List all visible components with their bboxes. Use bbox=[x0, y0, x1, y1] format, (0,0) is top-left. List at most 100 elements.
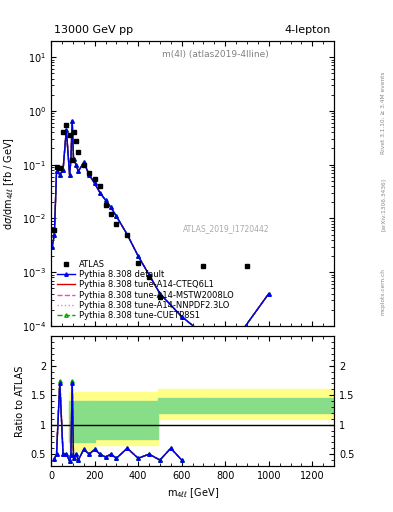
Pythia 8.308 tune-A14-NNPDF2.3LO bbox=[266, 290, 271, 296]
ATLAS bbox=[147, 274, 151, 281]
Pythia 8.308 tune-A14-NNPDF2.3LO bbox=[147, 271, 151, 278]
Pythia 8.308 default bbox=[81, 159, 86, 165]
Pythia 8.308 tune-CUETP8S1 bbox=[223, 351, 228, 357]
Pythia 8.308 default bbox=[108, 204, 113, 210]
Pythia 8.308 tune-A14-NNPDF2.3LO bbox=[136, 253, 141, 259]
Pythia 8.308 default bbox=[92, 180, 97, 186]
Pythia 8.308 tune-A14-CTEQ6L1 bbox=[98, 190, 103, 196]
Pythia 8.308 tune-CUETP8S1 bbox=[76, 168, 81, 175]
Pythia 8.308 tune-A14-NNPDF2.3LO bbox=[52, 231, 57, 238]
Pythia 8.308 tune-A14-MSTW2008LO bbox=[64, 126, 69, 133]
Pythia 8.308 tune-A14-CTEQ6L1 bbox=[201, 331, 206, 337]
Pythia 8.308 tune-A14-NNPDF2.3LO bbox=[92, 180, 97, 186]
Pythia 8.308 tune-A14-CTEQ6L1 bbox=[87, 172, 92, 178]
Y-axis label: Ratio to ATLAS: Ratio to ATLAS bbox=[15, 366, 25, 437]
ATLAS bbox=[201, 263, 206, 269]
Pythia 8.308 default bbox=[158, 290, 162, 296]
Pythia 8.308 default bbox=[266, 290, 271, 296]
Pythia 8.308 tune-A14-MSTW2008LO bbox=[147, 271, 151, 278]
Text: ATLAS_2019_I1720442: ATLAS_2019_I1720442 bbox=[183, 225, 270, 233]
Pythia 8.308 tune-A14-MSTW2008LO bbox=[179, 313, 184, 319]
Pythia 8.308 default bbox=[50, 244, 55, 250]
Pythia 8.308 default bbox=[98, 190, 103, 196]
Text: [arXiv:1306.3436]: [arXiv:1306.3436] bbox=[381, 178, 386, 231]
Pythia 8.308 tune-CUETP8S1 bbox=[108, 204, 113, 210]
Pythia 8.308 tune-A14-CTEQ6L1 bbox=[266, 290, 271, 296]
Pythia 8.308 tune-A14-CTEQ6L1 bbox=[125, 231, 130, 238]
Pythia 8.308 tune-A14-NNPDF2.3LO bbox=[71, 156, 76, 162]
ATLAS bbox=[87, 170, 92, 176]
Pythia 8.308 tune-CUETP8S1 bbox=[103, 197, 108, 203]
Pythia 8.308 tune-A14-CTEQ6L1 bbox=[50, 244, 55, 250]
Text: mcplots.cern.ch: mcplots.cern.ch bbox=[381, 268, 386, 315]
Pythia 8.308 tune-A14-NNPDF2.3LO bbox=[81, 159, 86, 165]
ATLAS bbox=[244, 263, 249, 269]
Pythia 8.308 default bbox=[136, 253, 141, 259]
ATLAS bbox=[136, 260, 141, 266]
Pythia 8.308 tune-A14-CTEQ6L1 bbox=[179, 313, 184, 319]
Pythia 8.308 tune-CUETP8S1 bbox=[266, 290, 271, 296]
Pythia 8.308 tune-A14-MSTW2008LO bbox=[223, 351, 228, 357]
Pythia 8.308 tune-CUETP8S1 bbox=[64, 126, 69, 133]
Pythia 8.308 tune-A14-NNPDF2.3LO bbox=[223, 351, 228, 357]
Pythia 8.308 tune-A14-MSTW2008LO bbox=[70, 118, 75, 124]
ATLAS bbox=[103, 202, 108, 208]
ATLAS bbox=[52, 227, 57, 233]
Text: 4-lepton: 4-lepton bbox=[285, 25, 331, 35]
Pythia 8.308 tune-A14-MSTW2008LO bbox=[103, 197, 108, 203]
Pythia 8.308 tune-A14-MSTW2008LO bbox=[71, 156, 76, 162]
Pythia 8.308 tune-A14-CTEQ6L1 bbox=[64, 126, 69, 133]
Pythia 8.308 default bbox=[61, 167, 65, 173]
ATLAS bbox=[57, 165, 62, 172]
Text: 13000 GeV pp: 13000 GeV pp bbox=[54, 25, 133, 35]
Pythia 8.308 tune-A14-MSTW2008LO bbox=[74, 162, 79, 168]
Pythia 8.308 default bbox=[71, 156, 76, 162]
Pythia 8.308 tune-A14-CTEQ6L1 bbox=[57, 172, 62, 178]
Pythia 8.308 default bbox=[114, 213, 119, 219]
ATLAS bbox=[92, 176, 97, 182]
Text: Rivet 3.1.10, ≥ 3.4M events: Rivet 3.1.10, ≥ 3.4M events bbox=[381, 71, 386, 154]
Pythia 8.308 tune-A14-NNPDF2.3LO bbox=[61, 167, 65, 173]
Pythia 8.308 default bbox=[70, 118, 75, 124]
Pythia 8.308 tune-A14-NNPDF2.3LO bbox=[57, 172, 62, 178]
ATLAS bbox=[125, 231, 130, 238]
Pythia 8.308 tune-A14-NNPDF2.3LO bbox=[108, 204, 113, 210]
Pythia 8.308 tune-A14-CTEQ6L1 bbox=[61, 167, 65, 173]
Pythia 8.308 default bbox=[68, 157, 73, 163]
Pythia 8.308 tune-A14-CTEQ6L1 bbox=[136, 253, 141, 259]
Pythia 8.308 tune-CUETP8S1 bbox=[57, 172, 62, 178]
Pythia 8.308 tune-CUETP8S1 bbox=[179, 313, 184, 319]
Pythia 8.308 tune-CUETP8S1 bbox=[81, 159, 86, 165]
Pythia 8.308 tune-A14-CTEQ6L1 bbox=[81, 159, 86, 165]
Pythia 8.308 default bbox=[201, 331, 206, 337]
Pythia 8.308 tune-CUETP8S1 bbox=[114, 213, 119, 219]
Pythia 8.308 tune-CUETP8S1 bbox=[61, 167, 65, 173]
Pythia 8.308 tune-A14-CTEQ6L1 bbox=[92, 180, 97, 186]
Line: Pythia 8.308 tune-A14-NNPDF2.3LO: Pythia 8.308 tune-A14-NNPDF2.3LO bbox=[52, 121, 269, 354]
Pythia 8.308 tune-A14-MSTW2008LO bbox=[50, 244, 55, 250]
Pythia 8.308 tune-A14-MSTW2008LO bbox=[76, 168, 81, 175]
Pythia 8.308 tune-A14-NNPDF2.3LO bbox=[68, 157, 73, 163]
Pythia 8.308 tune-CUETP8S1 bbox=[158, 290, 162, 296]
Pythia 8.308 tune-A14-CTEQ6L1 bbox=[74, 162, 79, 168]
Pythia 8.308 tune-A14-MSTW2008LO bbox=[52, 231, 57, 238]
Pythia 8.308 tune-A14-MSTW2008LO bbox=[266, 290, 271, 296]
Pythia 8.308 default bbox=[76, 168, 81, 175]
Pythia 8.308 tune-A14-MSTW2008LO bbox=[92, 180, 97, 186]
Pythia 8.308 tune-A14-CTEQ6L1 bbox=[52, 231, 57, 238]
Pythia 8.308 tune-A14-NNPDF2.3LO bbox=[103, 197, 108, 203]
Pythia 8.308 tune-A14-MSTW2008LO bbox=[158, 290, 162, 296]
ATLAS bbox=[54, 164, 59, 170]
Pythia 8.308 tune-A14-MSTW2008LO bbox=[61, 167, 65, 173]
Pythia 8.308 default bbox=[87, 172, 92, 178]
Pythia 8.308 tune-CUETP8S1 bbox=[74, 162, 79, 168]
Pythia 8.308 default bbox=[147, 271, 151, 278]
Pythia 8.308 default bbox=[223, 351, 228, 357]
Pythia 8.308 tune-A14-CTEQ6L1 bbox=[114, 213, 119, 219]
Legend: ATLAS, Pythia 8.308 default, Pythia 8.308 tune-A14-CTEQ6L1, Pythia 8.308 tune-A1: ATLAS, Pythia 8.308 default, Pythia 8.30… bbox=[55, 258, 235, 322]
Pythia 8.308 tune-A14-MSTW2008LO bbox=[98, 190, 103, 196]
Pythia 8.308 tune-A14-NNPDF2.3LO bbox=[76, 168, 81, 175]
Pythia 8.308 tune-A14-CTEQ6L1 bbox=[71, 156, 76, 162]
Pythia 8.308 tune-A14-CTEQ6L1 bbox=[223, 351, 228, 357]
ATLAS bbox=[76, 149, 81, 155]
